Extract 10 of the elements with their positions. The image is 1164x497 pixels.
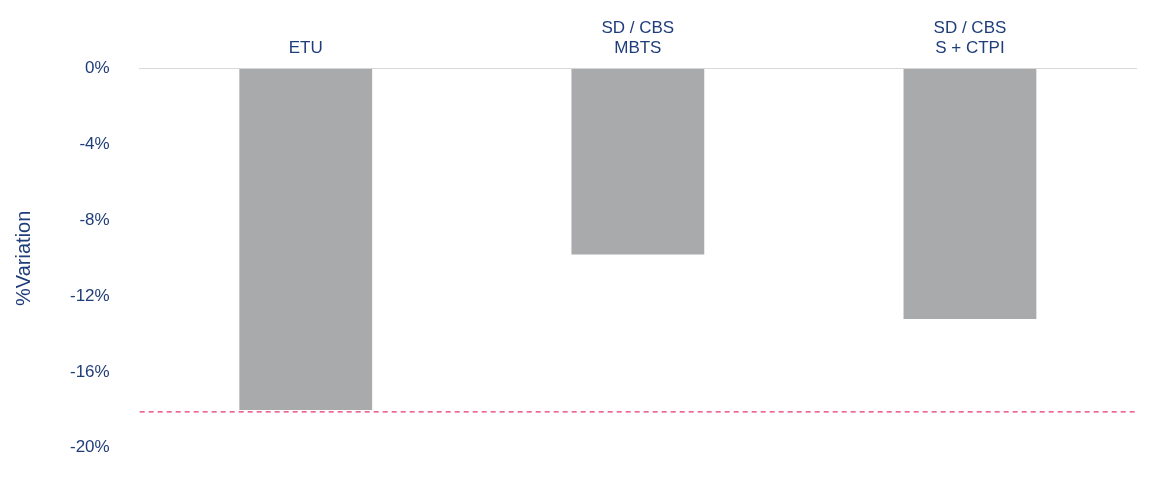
y-tick-label: -4% [79,134,110,154]
y-tick-label: -20% [70,437,110,457]
x-tick-label: ETU [288,38,323,58]
y-tick-label: -16% [70,361,110,381]
y-tick-label: -12% [70,285,110,305]
y-axis-title: %Variation [11,210,34,306]
x-tick-label: SD / CBS MBTS [601,17,675,58]
x-tick-label: SD / CBS S + CTPI [933,17,1007,58]
y-tick-label: 0% [85,58,110,78]
y-tick-label: -8% [79,210,110,230]
